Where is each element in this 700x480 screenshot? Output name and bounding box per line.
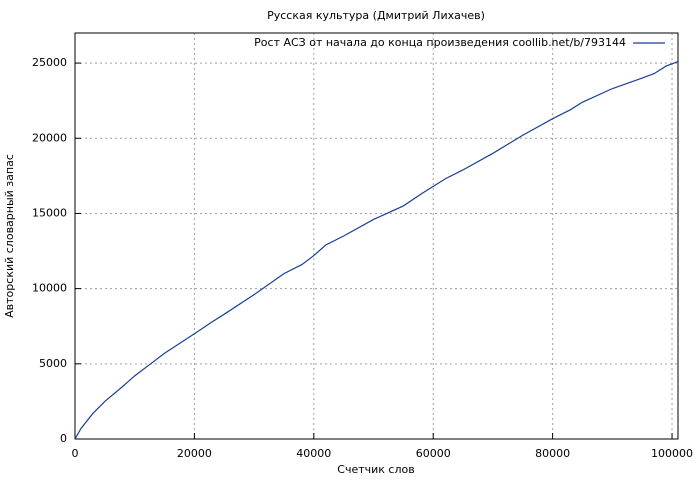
y-tick-label: 15000	[32, 206, 67, 219]
legend-label: Рост АСЗ от начала до конца произведения…	[254, 36, 626, 49]
x-tick-label: 80000	[535, 447, 570, 460]
x-tick-label: 20000	[177, 447, 212, 460]
y-tick-label: 25000	[32, 56, 67, 69]
y-tick-label: 0	[60, 432, 67, 445]
y-tick-label: 5000	[39, 357, 67, 370]
x-tick-label: 0	[72, 447, 79, 460]
plot-frame	[74, 32, 679, 440]
y-tick-label: 20000	[32, 131, 67, 144]
data-line	[74, 61, 679, 440]
y-axis-label: Авторский словарный запас	[3, 154, 16, 318]
x-tick-label: 60000	[416, 447, 451, 460]
x-tick-label: 100000	[651, 447, 693, 460]
x-axis-label: Счетчик слов	[337, 463, 414, 476]
chart-title: Русская культура (Дмитрий Лихачев)	[267, 9, 485, 22]
y-tick-label: 10000	[32, 282, 67, 295]
x-tick-label: 40000	[296, 447, 331, 460]
